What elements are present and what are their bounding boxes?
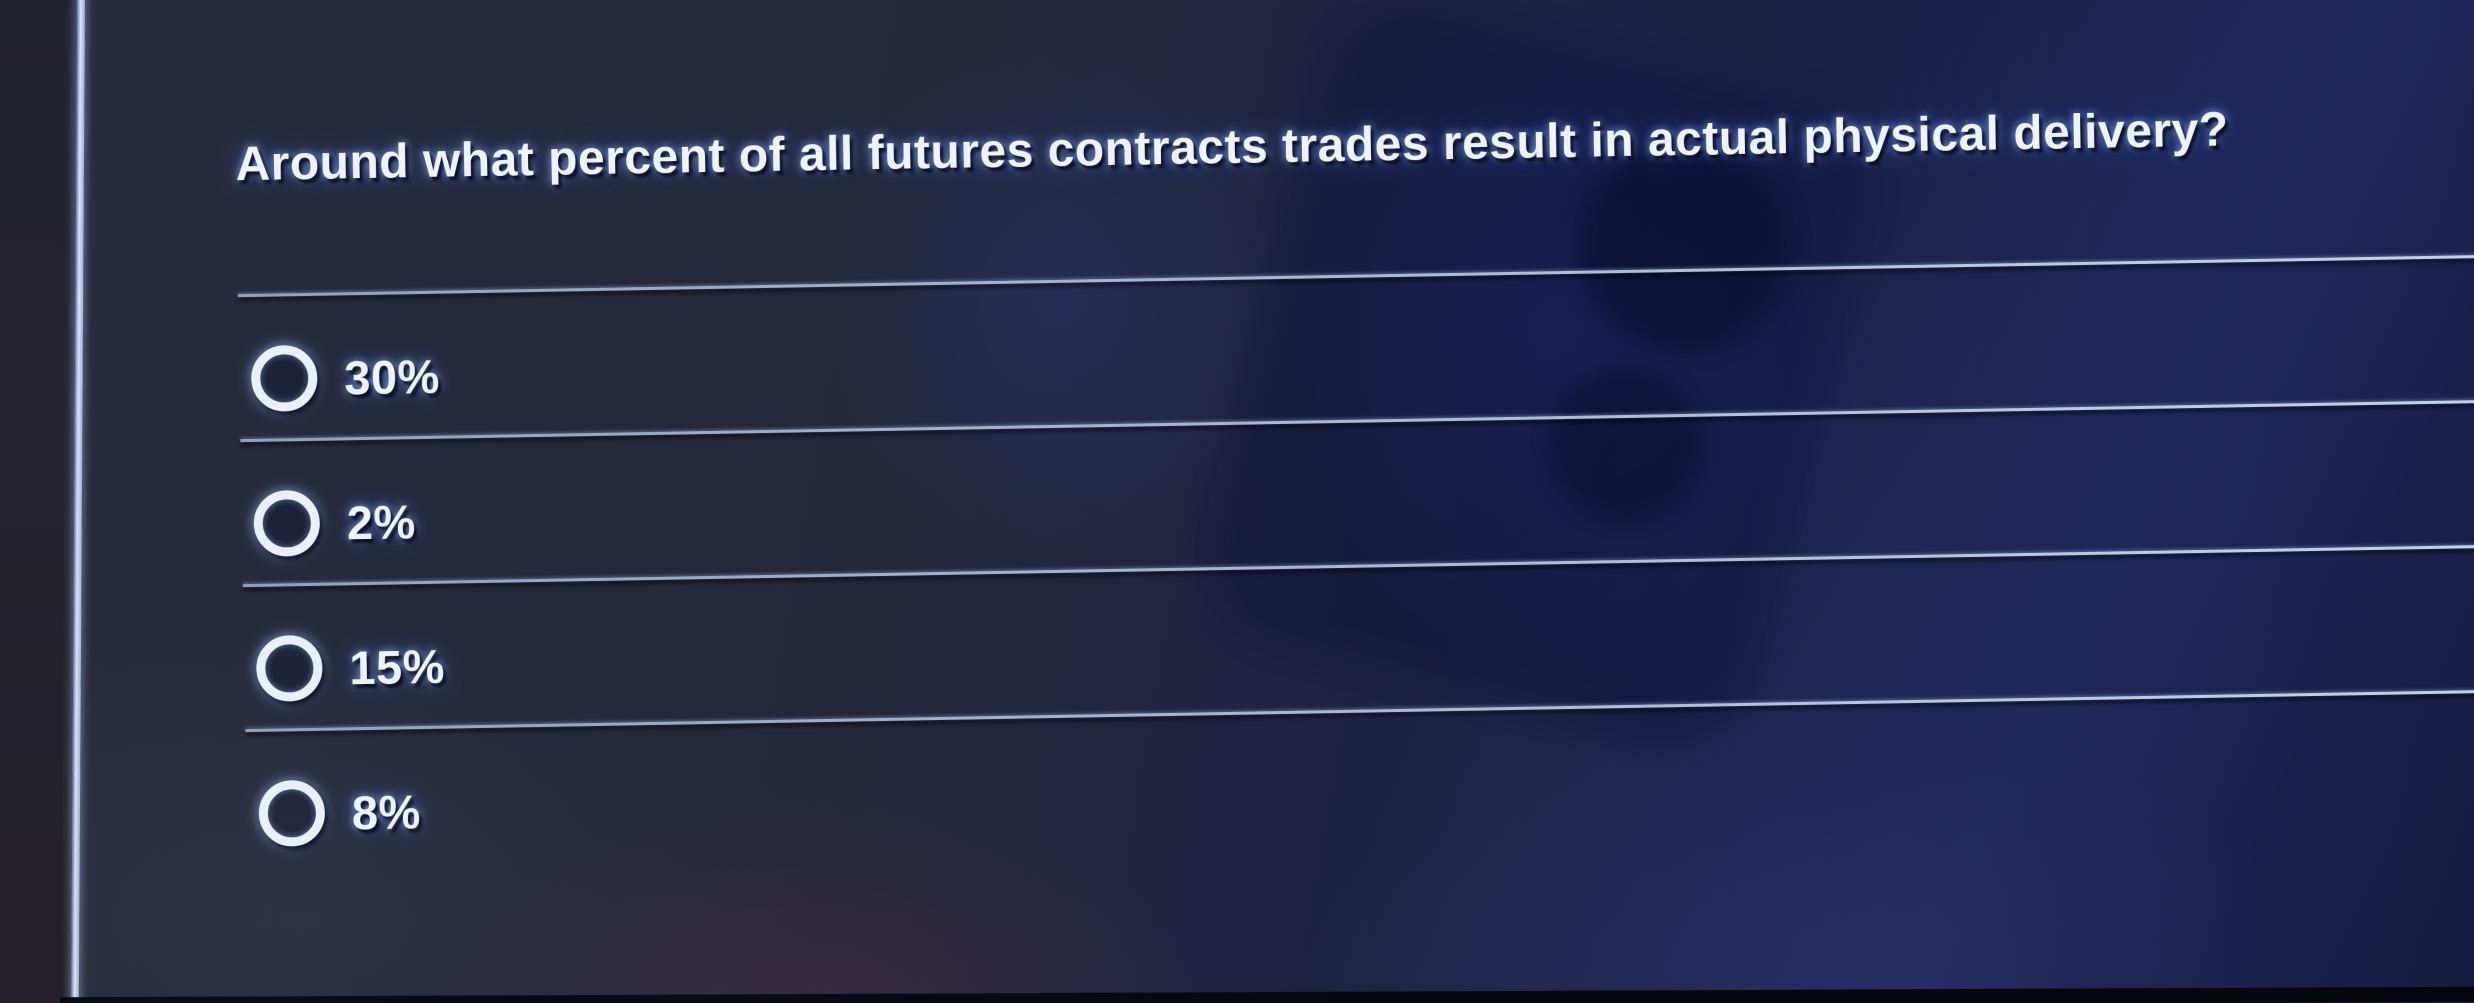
radio-button-icon[interactable]	[258, 779, 326, 847]
camera-lens-reflection	[1580, 140, 1790, 350]
option-label: 8%	[351, 784, 422, 839]
quiz-screen: Around what percent of all futures contr…	[80, 0, 2474, 1003]
option-label: 15%	[348, 639, 446, 694]
radio-button-icon[interactable]	[253, 489, 321, 557]
quiz-content: Around what percent of all futures contr…	[80, 0, 2474, 1003]
option-label: 30%	[343, 349, 441, 404]
monitor-bezel	[0, 0, 80, 1003]
answer-options-list: 30% 2% 15%	[80, 254, 2474, 877]
camera-lens-reflection	[1550, 370, 1700, 520]
radio-button-icon[interactable]	[255, 634, 323, 702]
option-label: 2%	[346, 494, 417, 549]
radio-button-icon[interactable]	[250, 344, 318, 412]
question-text: Around what percent of all futures contr…	[235, 103, 2230, 192]
